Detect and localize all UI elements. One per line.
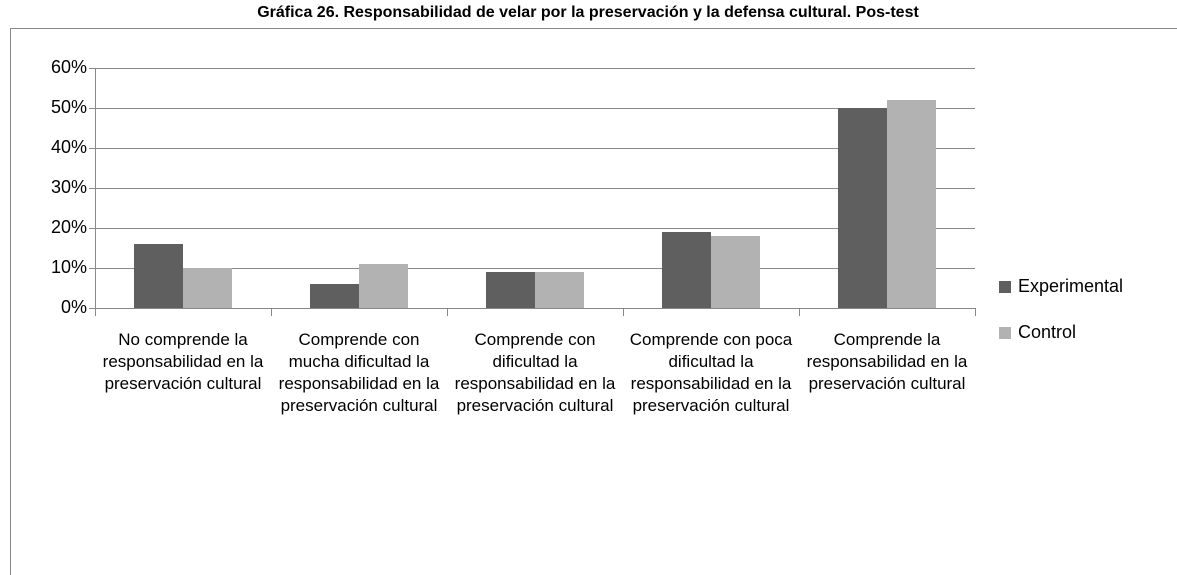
bar xyxy=(662,232,711,308)
y-tick-label: 0% xyxy=(61,297,87,317)
bar xyxy=(711,236,760,308)
y-tick-label: 60% xyxy=(51,57,87,77)
chart-title: Gráfica 26. Responsabilidad de velar por… xyxy=(257,4,919,21)
x-tick-label: Comprende con mucha dificultad la respon… xyxy=(278,330,440,415)
y-tick-label: 20% xyxy=(51,217,87,237)
x-tick-label: Comprende con dificultad la responsabili… xyxy=(454,330,616,415)
x-tick-label: Comprende la responsabilidad en la prese… xyxy=(806,330,968,393)
y-tick-label: 10% xyxy=(51,257,87,277)
bar xyxy=(134,244,183,308)
y-tick-label: 50% xyxy=(51,97,87,117)
x-tick-label: No comprende la responsabilidad en la pr… xyxy=(102,330,264,393)
bar xyxy=(887,100,936,308)
y-tick-label: 40% xyxy=(51,137,87,157)
bar xyxy=(838,108,887,308)
bar xyxy=(486,272,535,308)
bar xyxy=(359,264,408,308)
x-tick-label: Comprende con poca dificultad la respons… xyxy=(629,330,793,415)
bar xyxy=(310,284,359,308)
legend-swatch xyxy=(999,327,1011,339)
legend-label: Control xyxy=(1018,322,1077,342)
y-tick-label: 30% xyxy=(51,177,87,197)
bar xyxy=(535,272,584,308)
chart-border xyxy=(10,28,1177,575)
bar xyxy=(183,268,232,308)
legend-label: Experimental xyxy=(1018,276,1124,296)
legend-swatch xyxy=(999,281,1011,293)
